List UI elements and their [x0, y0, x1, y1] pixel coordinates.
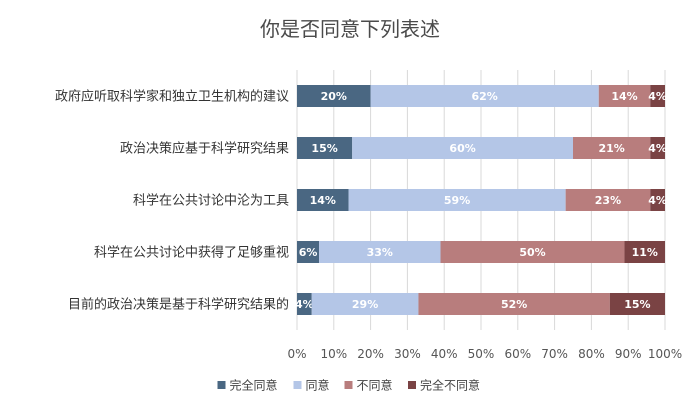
- bar-segment: [609, 293, 665, 315]
- x-tick-label: 30%: [394, 347, 421, 361]
- data-label: 21%: [598, 142, 624, 155]
- bars: 20% 62% 14% 4% 15% 60% 21% 4% 14% 59% 23% 4% 6% 33% 50…: [295, 85, 667, 315]
- x-tick-label: 50%: [468, 347, 495, 361]
- bar-segment: [297, 137, 353, 159]
- bar-segment: [650, 189, 665, 211]
- legend-label: 完全同意: [230, 378, 278, 393]
- legend-label: 同意: [306, 378, 330, 393]
- bar-segment: [297, 189, 349, 211]
- bar-segment: [297, 293, 312, 315]
- data-label: 23%: [595, 194, 621, 207]
- bar-segment: [650, 85, 665, 107]
- bar-segment: [348, 189, 566, 211]
- x-axis-ticks: 0% 10% 20% 30% 40% 50% 60% 70% 80% 90% 100%: [287, 347, 682, 361]
- data-label: 14%: [611, 90, 637, 103]
- legend-swatch: [344, 381, 353, 389]
- bar-segment: [352, 137, 573, 159]
- x-tick-label: 70%: [541, 347, 568, 361]
- bar-segment: [370, 85, 599, 107]
- data-label: 4%: [648, 194, 667, 207]
- category-labels: 政府应听取科学家和独立卫生机构的建议政治决策应基于科学研究结果科学在公共讨论中沦…: [55, 89, 289, 313]
- data-label: 50%: [519, 246, 545, 259]
- legend-label: 不同意: [357, 378, 393, 393]
- data-label: 62%: [472, 90, 498, 103]
- data-label: 59%: [444, 194, 470, 207]
- data-label: 33%: [367, 246, 393, 259]
- legend-swatch: [408, 381, 416, 389]
- legend: 完全同意 同意 不同意 完全不同意: [217, 378, 480, 393]
- legend-swatch: [293, 381, 302, 389]
- category-label: 政治决策应基于科学研究结果: [120, 141, 289, 157]
- category-label: 政府应听取科学家和独立卫生机构的建议: [55, 89, 289, 105]
- data-label: 14%: [310, 194, 336, 207]
- bar-segment: [297, 85, 371, 107]
- x-tick-label: 100%: [648, 347, 682, 361]
- data-label: 4%: [295, 298, 314, 311]
- bar-segment: [319, 241, 441, 263]
- data-label: 15%: [624, 298, 650, 311]
- category-label: 目前的政治决策是基于科学研究结果的: [68, 297, 289, 313]
- data-label: 11%: [632, 246, 658, 259]
- x-tick-label: 20%: [357, 347, 384, 361]
- bar-segment: [624, 241, 665, 263]
- data-label: 52%: [501, 298, 527, 311]
- bar-segment: [311, 293, 419, 315]
- x-tick-label: 10%: [320, 347, 347, 361]
- chart-title: 你是否同意下列表述: [260, 17, 440, 41]
- category-label: 科学在公共讨论中沦为工具: [133, 193, 289, 209]
- bar-segment: [573, 137, 651, 159]
- bar-segment: [297, 241, 320, 263]
- data-label: 15%: [311, 142, 337, 155]
- x-tick-label: 60%: [504, 347, 531, 361]
- data-label: 6%: [299, 246, 318, 259]
- data-label: 4%: [648, 90, 667, 103]
- x-tick-label: 0%: [287, 347, 306, 361]
- data-label: 20%: [321, 90, 347, 103]
- data-label: 60%: [449, 142, 475, 155]
- bar-segment: [440, 241, 625, 263]
- legend-swatch: [217, 381, 226, 389]
- x-tick-label: 80%: [578, 347, 605, 361]
- bar-segment: [418, 293, 610, 315]
- x-tick-label: 90%: [615, 347, 642, 361]
- legend-label: 完全不同意: [420, 378, 480, 393]
- bar-segment: [565, 189, 651, 211]
- bar-segment: [650, 137, 665, 159]
- category-label: 科学在公共讨论中获得了足够重视: [94, 245, 289, 261]
- data-label: 29%: [352, 298, 378, 311]
- data-label: 4%: [648, 142, 667, 155]
- x-tick-label: 40%: [431, 347, 458, 361]
- bar-segment: [598, 85, 651, 107]
